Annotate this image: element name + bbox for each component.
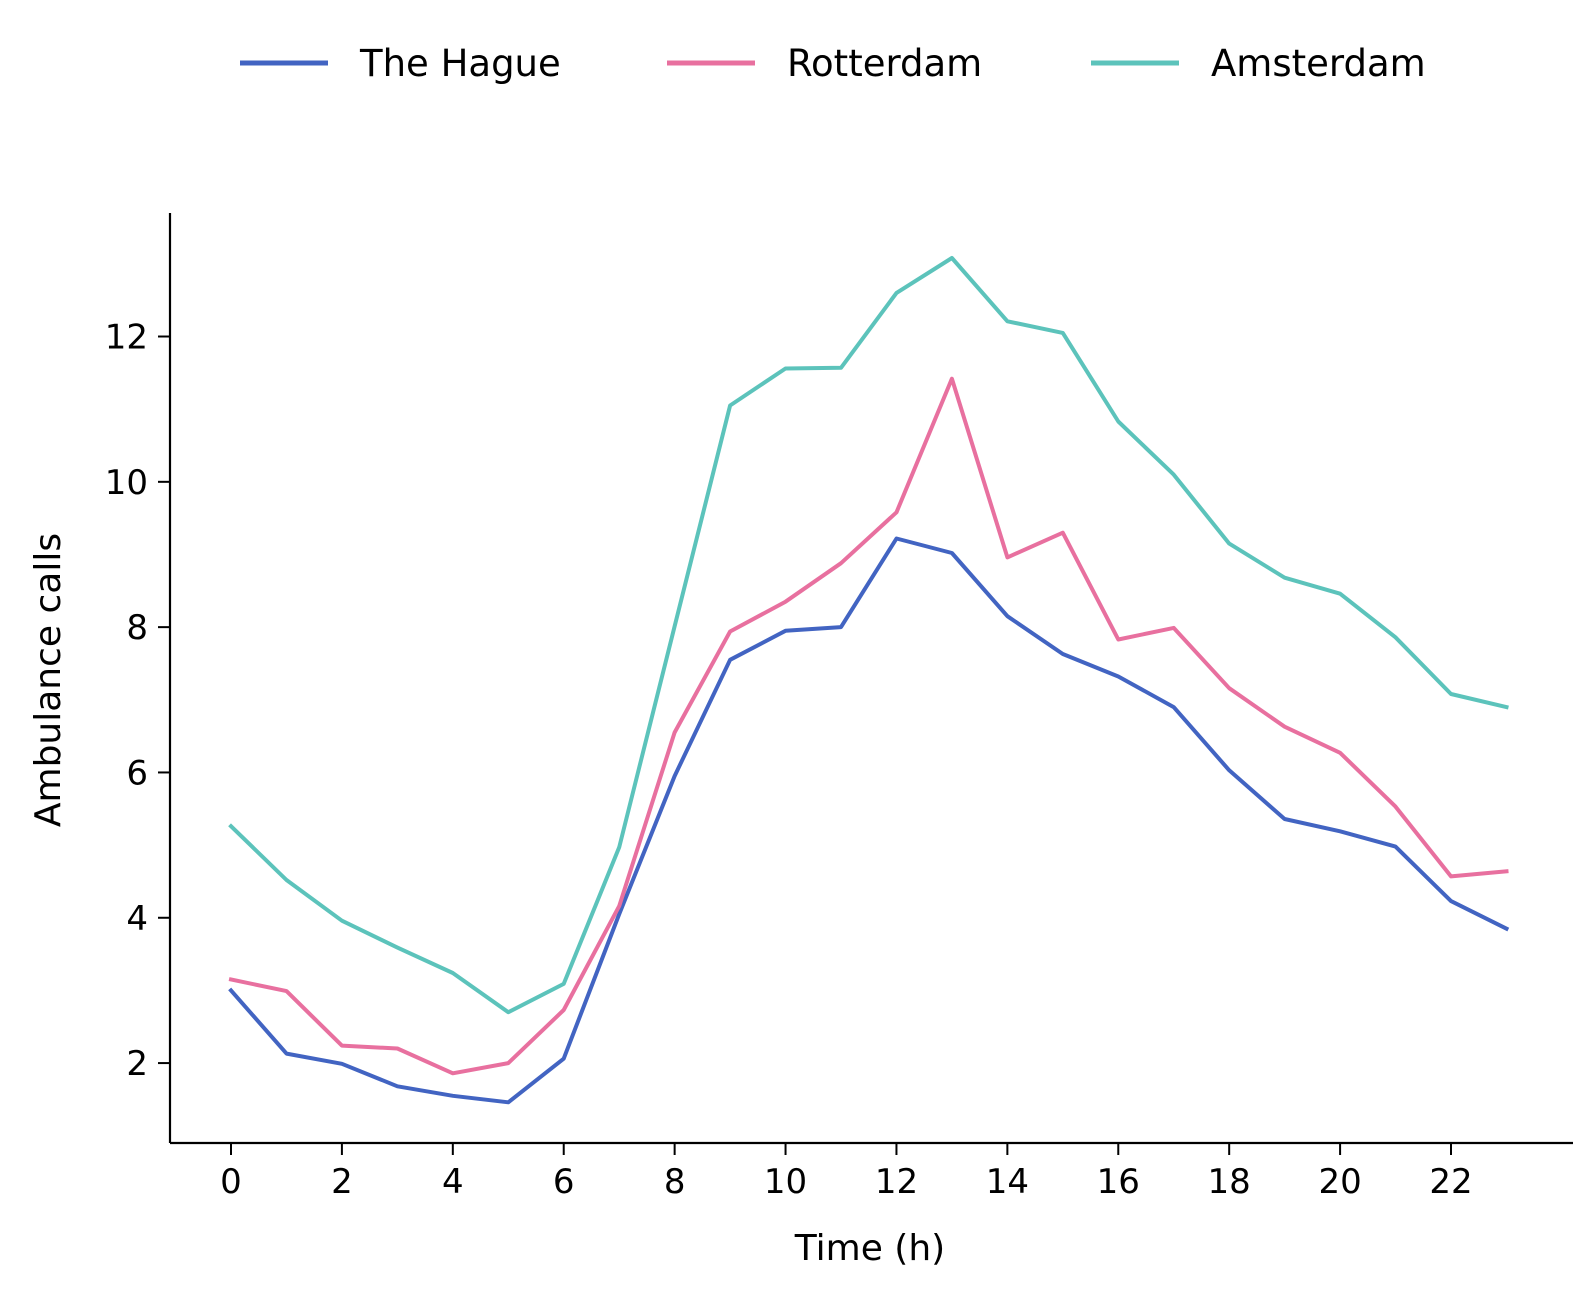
- x-tick-label: 14: [986, 1162, 1029, 1202]
- x-tick-label: 22: [1429, 1162, 1472, 1202]
- x-tick-label: 0: [220, 1162, 242, 1202]
- legend: The Hague Rotterdam Amsterdam: [240, 42, 1426, 85]
- x-axis-ticks: 0 2 4 6 8 10 12 14 16 18 20 22: [220, 1143, 1473, 1202]
- y-axis-ticks: 2 4 6 8 10 12: [105, 318, 170, 1084]
- y-axis-label: Ambulance calls: [28, 533, 69, 827]
- y-tick-label: 4: [126, 899, 148, 939]
- x-tick-label: 2: [331, 1162, 353, 1202]
- axes: [168, 213, 1573, 1145]
- legend-label-amsterdam: Amsterdam: [1211, 42, 1426, 85]
- x-axis-label: Time (h): [794, 1228, 945, 1269]
- legend-label-the-hague: The Hague: [359, 42, 561, 85]
- x-tick-label: 12: [875, 1162, 918, 1202]
- series-lines: [228, 256, 1510, 1105]
- y-tick-label: 2: [126, 1044, 148, 1084]
- x-tick-label: 8: [664, 1162, 686, 1202]
- x-tick-label: 18: [1208, 1162, 1251, 1202]
- series-line-rotterdam: [228, 376, 1509, 1076]
- x-tick-label: 4: [442, 1162, 464, 1202]
- series-line-amsterdam: [228, 256, 1509, 1015]
- y-tick-label: 6: [126, 753, 148, 793]
- x-tick-label: 20: [1318, 1162, 1361, 1202]
- x-tick-label: 6: [553, 1162, 575, 1202]
- legend-label-rotterdam: Rotterdam: [787, 42, 982, 85]
- x-tick-label: 10: [764, 1162, 807, 1202]
- y-tick-label: 8: [126, 608, 148, 648]
- y-tick-label: 10: [105, 463, 148, 503]
- series-line-the-hague: [228, 536, 1510, 1105]
- x-tick-label: 16: [1097, 1162, 1140, 1202]
- y-tick-label: 12: [105, 318, 148, 358]
